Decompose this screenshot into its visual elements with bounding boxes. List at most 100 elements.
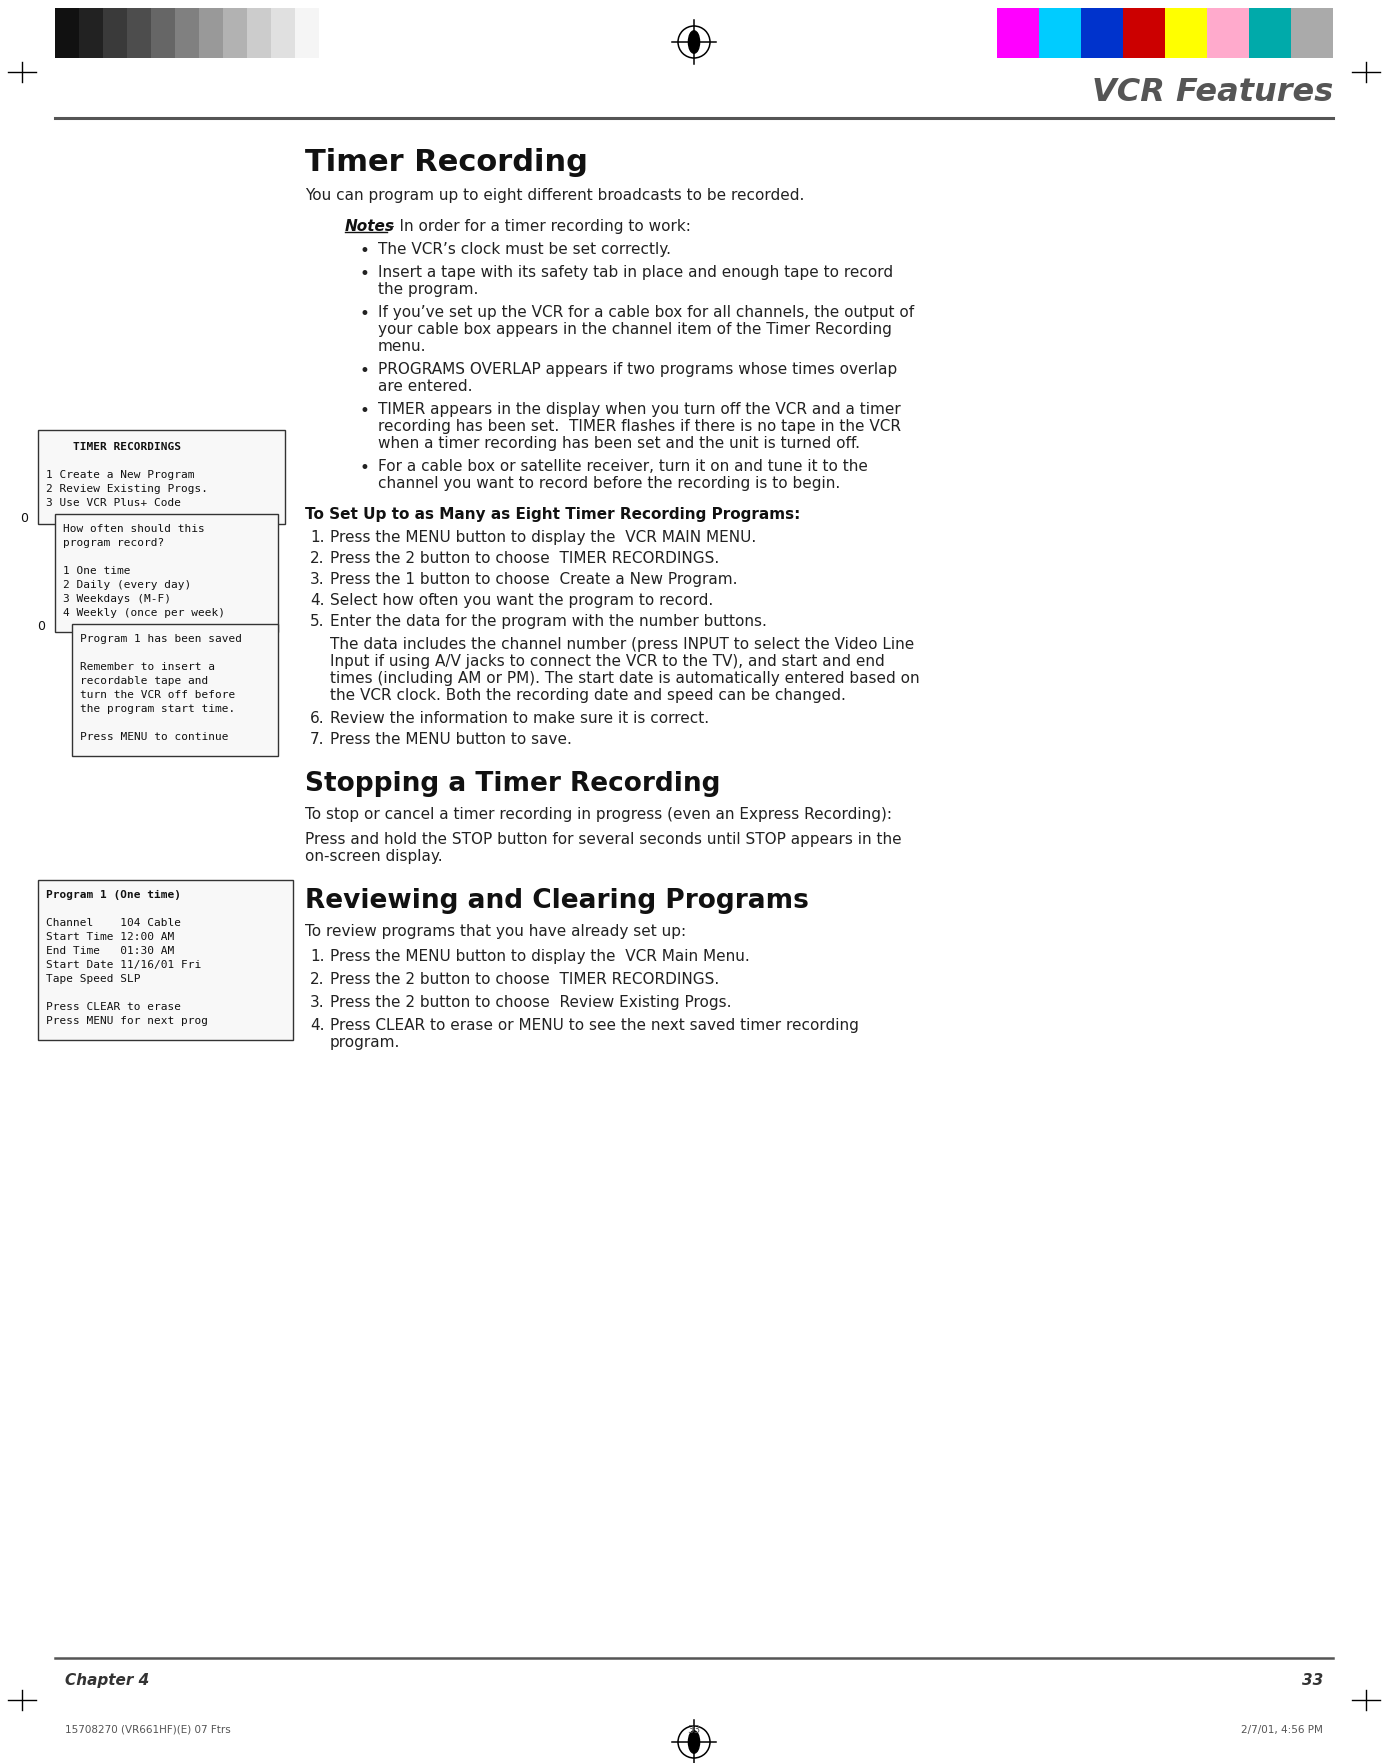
- Text: To Set Up to as Many as Eight Timer Recording Programs:: To Set Up to as Many as Eight Timer Reco…: [305, 508, 801, 522]
- Text: •: •: [359, 242, 369, 259]
- Text: Press the 2 button to choose  TIMER RECORDINGS.: Press the 2 button to choose TIMER RECOR…: [330, 971, 719, 987]
- Text: Program 1 has been saved: Program 1 has been saved: [81, 635, 242, 643]
- Text: recordable tape and: recordable tape and: [81, 675, 208, 686]
- Text: The VCR’s clock must be set correctly.: The VCR’s clock must be set correctly.: [378, 242, 670, 257]
- Text: are entered.: are entered.: [378, 379, 472, 393]
- Text: Press CLEAR to erase: Press CLEAR to erase: [46, 1001, 180, 1012]
- Text: Stopping a Timer Recording: Stopping a Timer Recording: [305, 770, 720, 797]
- Text: TIMER RECORDINGS: TIMER RECORDINGS: [46, 443, 180, 451]
- Text: Press the 1 button to choose  Create a New Program.: Press the 1 button to choose Create a Ne…: [330, 571, 737, 587]
- Text: Timer Recording: Timer Recording: [305, 148, 589, 176]
- Text: Reviewing and Clearing Programs: Reviewing and Clearing Programs: [305, 889, 809, 913]
- Bar: [151, 9, 175, 58]
- Text: 5.: 5.: [310, 614, 325, 629]
- Text: The data includes the channel number (press INPUT to select the Video Line: The data includes the channel number (pr…: [330, 636, 915, 652]
- Text: PROGRAMS OVERLAP appears if two programs whose times overlap: PROGRAMS OVERLAP appears if two programs…: [378, 361, 897, 377]
- Text: •: •: [359, 458, 369, 478]
- Text: menu.: menu.: [378, 338, 426, 354]
- Text: 2 Daily (every day): 2 Daily (every day): [62, 580, 192, 591]
- Text: 1 One time: 1 One time: [62, 566, 130, 577]
- Text: 33: 33: [1302, 1673, 1323, 1687]
- Text: Press CLEAR to erase or MENU to see the next saved timer recording: Press CLEAR to erase or MENU to see the …: [330, 1017, 859, 1033]
- Text: 3.: 3.: [310, 571, 325, 587]
- Text: •: •: [359, 402, 369, 420]
- Text: Notes: Notes: [346, 219, 396, 234]
- Text: Press MENU to continue: Press MENU to continue: [81, 732, 229, 742]
- Text: 0: 0: [37, 621, 44, 633]
- Text: program.: program.: [330, 1035, 400, 1051]
- Text: 4 Weekly (once per week): 4 Weekly (once per week): [62, 608, 225, 619]
- Text: End Time   01:30 AM: End Time 01:30 AM: [46, 947, 175, 956]
- Text: You can program up to eight different broadcasts to be recorded.: You can program up to eight different br…: [305, 189, 805, 203]
- Bar: [56, 9, 79, 58]
- Text: Press the MENU button to display the  VCR MAIN MENU.: Press the MENU button to display the VCR…: [330, 531, 756, 545]
- Bar: [56, 515, 278, 631]
- Text: Remember to insert a: Remember to insert a: [81, 661, 215, 672]
- Text: How often should this: How often should this: [62, 524, 205, 534]
- Text: program record?: program record?: [62, 538, 164, 548]
- Text: times (including AM or PM). The start date is automatically entered based on: times (including AM or PM). The start da…: [330, 672, 920, 686]
- Bar: [72, 624, 278, 756]
- Text: Press MENU for next prog: Press MENU for next prog: [46, 1015, 208, 1026]
- Text: 4.: 4.: [310, 592, 325, 608]
- Text: 3 Weekdays (M-F): 3 Weekdays (M-F): [62, 594, 171, 605]
- Text: Chapter 4: Chapter 4: [65, 1673, 150, 1687]
- Text: 3.: 3.: [310, 994, 325, 1010]
- Text: your cable box appears in the channel item of the Timer Recording: your cable box appears in the channel it…: [378, 323, 892, 337]
- Text: TIMER appears in the display when you turn off the VCR and a timer: TIMER appears in the display when you tu…: [378, 402, 901, 418]
- Ellipse shape: [688, 30, 700, 53]
- Text: 2.: 2.: [310, 971, 325, 987]
- Bar: [79, 9, 103, 58]
- Text: 2 Review Existing Progs.: 2 Review Existing Progs.: [46, 485, 208, 494]
- Text: when a timer recording has been set and the unit is turned off.: when a timer recording has been set and …: [378, 435, 861, 451]
- Text: the VCR clock. Both the recording date and speed can be changed.: the VCR clock. Both the recording date a…: [330, 688, 845, 703]
- Text: Tape Speed SLP: Tape Speed SLP: [46, 973, 140, 984]
- Text: the program start time.: the program start time.: [81, 703, 235, 714]
- Bar: [198, 9, 223, 58]
- Text: 0: 0: [19, 511, 28, 525]
- Bar: [296, 9, 319, 58]
- Text: the program.: the program.: [378, 282, 479, 296]
- Text: •: •: [359, 361, 369, 381]
- Bar: [271, 9, 296, 58]
- Bar: [126, 9, 151, 58]
- Text: 1 Create a New Program: 1 Create a New Program: [46, 471, 194, 480]
- Text: 3 Use VCR Plus+ Code: 3 Use VCR Plus+ Code: [46, 497, 180, 508]
- Text: •: •: [359, 305, 369, 323]
- Text: turn the VCR off before: turn the VCR off before: [81, 689, 235, 700]
- Text: Review the information to make sure it is correct.: Review the information to make sure it i…: [330, 710, 709, 726]
- Text: Program 1 (One time): Program 1 (One time): [46, 890, 180, 901]
- Text: Start Time 12:00 AM: Start Time 12:00 AM: [46, 933, 175, 941]
- Text: recording has been set.  TIMER flashes if there is no tape in the VCR: recording has been set. TIMER flashes if…: [378, 420, 901, 434]
- Text: •: •: [359, 264, 369, 284]
- Bar: [1040, 9, 1081, 58]
- Bar: [1249, 9, 1291, 58]
- Text: Insert a tape with its safety tab in place and enough tape to record: Insert a tape with its safety tab in pla…: [378, 264, 892, 280]
- Bar: [1291, 9, 1332, 58]
- Text: To stop or cancel a timer recording in progress (even an Express Recording):: To stop or cancel a timer recording in p…: [305, 807, 892, 822]
- Text: 1.: 1.: [310, 531, 325, 545]
- Text: Select how often you want the program to record.: Select how often you want the program to…: [330, 592, 713, 608]
- Text: 4.: 4.: [310, 1017, 325, 1033]
- Text: If you’ve set up the VCR for a cable box for all channels, the output of: If you’ve set up the VCR for a cable box…: [378, 305, 915, 321]
- Bar: [1208, 9, 1249, 58]
- Text: Press the MENU button to display the  VCR Main Menu.: Press the MENU button to display the VCR…: [330, 948, 750, 964]
- Text: Channel    104 Cable: Channel 104 Cable: [46, 919, 180, 927]
- Text: Press the 2 button to choose  TIMER RECORDINGS.: Press the 2 button to choose TIMER RECOR…: [330, 552, 719, 566]
- Text: Press the 2 button to choose  Review Existing Progs.: Press the 2 button to choose Review Exis…: [330, 994, 731, 1010]
- Bar: [247, 9, 271, 58]
- Text: channel you want to record before the recording is to begin.: channel you want to record before the re…: [378, 476, 840, 492]
- Text: 2.: 2.: [310, 552, 325, 566]
- Text: To review programs that you have already set up:: To review programs that you have already…: [305, 924, 686, 940]
- Bar: [37, 430, 285, 524]
- Text: 6.: 6.: [310, 710, 325, 726]
- Text: Press the MENU button to save.: Press the MENU button to save.: [330, 732, 572, 748]
- Text: on-screen display.: on-screen display.: [305, 850, 443, 864]
- Text: 2/7/01, 4:56 PM: 2/7/01, 4:56 PM: [1241, 1724, 1323, 1735]
- Text: 7.: 7.: [310, 732, 325, 748]
- Bar: [997, 9, 1040, 58]
- Bar: [37, 880, 293, 1040]
- Ellipse shape: [688, 1731, 700, 1752]
- Bar: [1081, 9, 1123, 58]
- Bar: [1123, 9, 1165, 58]
